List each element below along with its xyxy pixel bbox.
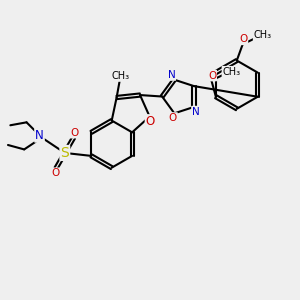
Text: CH₃: CH₃ bbox=[112, 71, 130, 81]
Text: N: N bbox=[35, 129, 44, 142]
Text: O: O bbox=[169, 113, 177, 123]
Text: S: S bbox=[60, 146, 69, 160]
Text: O: O bbox=[208, 70, 216, 80]
Text: CH₃: CH₃ bbox=[254, 31, 272, 40]
Text: O: O bbox=[51, 168, 59, 178]
Text: N: N bbox=[167, 70, 175, 80]
Text: O: O bbox=[239, 34, 248, 44]
Text: O: O bbox=[70, 128, 79, 138]
Text: O: O bbox=[146, 115, 155, 128]
Text: N: N bbox=[192, 106, 200, 117]
Text: CH₃: CH₃ bbox=[222, 67, 241, 77]
